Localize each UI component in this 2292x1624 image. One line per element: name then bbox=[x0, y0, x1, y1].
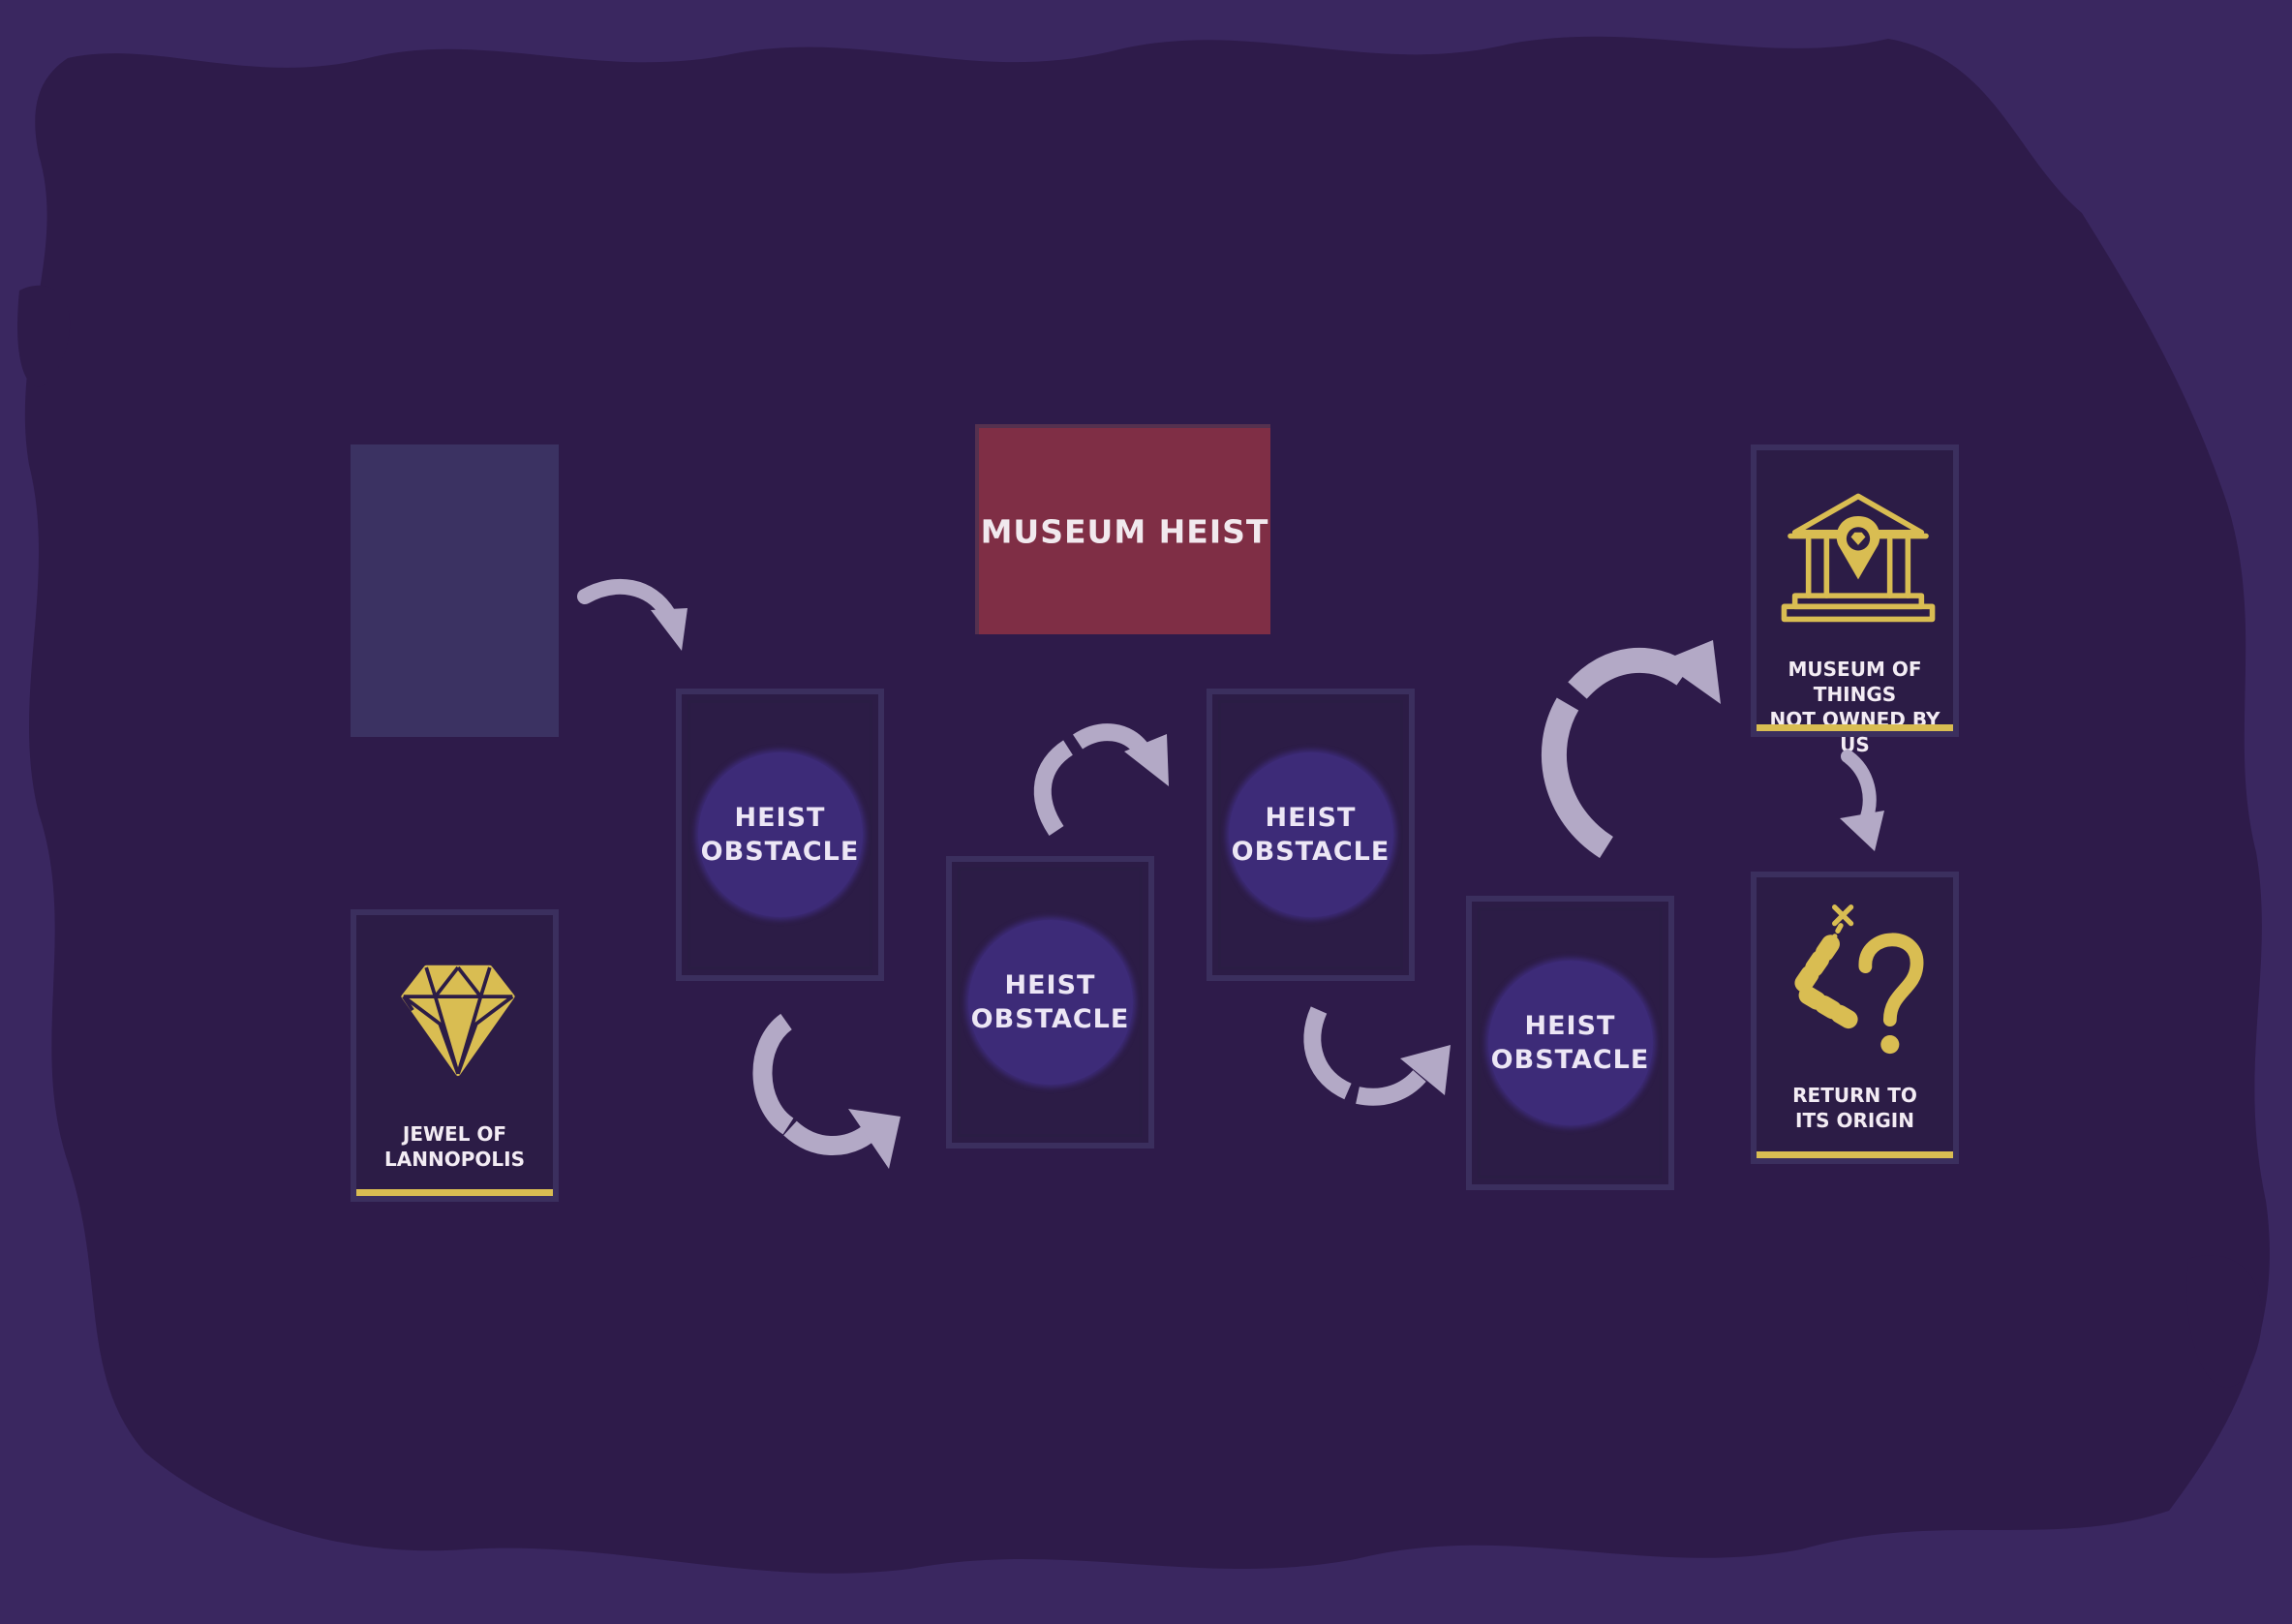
obstacle-card-label: HEIST OBSTACLE bbox=[1231, 803, 1390, 867]
curved-arrow-museum-to-return bbox=[1840, 750, 1884, 851]
ink-splatter bbox=[1487, 961, 1653, 1125]
museum-icon bbox=[1781, 493, 1936, 623]
curved-arrow-obstacle-1-to-obstacle-2 bbox=[752, 1013, 901, 1169]
card-inner-frame bbox=[688, 700, 872, 969]
museum-card[interactable]: MUSEUM OF THINGS NOT OWNED BY US bbox=[1751, 444, 1959, 756]
title-card-label: MUSEUM HEIST bbox=[980, 512, 1269, 550]
obstacle-card-label: HEIST OBSTACLE bbox=[970, 970, 1130, 1034]
return-to-origin-card[interactable]: RETURN TO ITS ORIGIN bbox=[1751, 872, 1959, 1164]
ink-splatter bbox=[1228, 752, 1393, 917]
jewel-card-underline bbox=[356, 1189, 553, 1196]
ink-splatter bbox=[697, 752, 863, 917]
obstacle-card-label: HEIST OBSTACLE bbox=[700, 803, 860, 867]
museum-card-underline bbox=[1757, 724, 1953, 731]
gem-icon bbox=[401, 965, 515, 1077]
treasure-map-icon bbox=[1790, 904, 1924, 1055]
heist-obstacle-card-3[interactable]: HEIST OBSTACLE bbox=[1207, 689, 1415, 981]
jewel-card[interactable]: JEWEL OF LANNOPOLIS bbox=[351, 909, 559, 1202]
heist-obstacle-card-1[interactable]: HEIST OBSTACLE bbox=[676, 689, 884, 981]
curved-arrow-slot-to-obstacle-1 bbox=[577, 578, 688, 651]
heist-obstacle-card-2[interactable]: HEIST OBSTACLE bbox=[946, 856, 1154, 1149]
card-inner-frame bbox=[1218, 700, 1403, 969]
curved-arrow-obstacle-4-to-museum bbox=[1541, 640, 1721, 858]
obstacle-card-label: HEIST OBSTACLE bbox=[1490, 1011, 1650, 1075]
card-inner-frame bbox=[958, 868, 1143, 1137]
return-card-label: RETURN TO ITS ORIGIN bbox=[1792, 1084, 1917, 1132]
heist-obstacle-card-4[interactable]: HEIST OBSTACLE bbox=[1466, 896, 1674, 1190]
museum-card-label: MUSEUM OF THINGS NOT OWNED BY US bbox=[1769, 658, 1941, 756]
empty-card-slot[interactable] bbox=[351, 444, 559, 737]
jewel-card-label: JEWEL OF LANNOPOLIS bbox=[384, 1122, 525, 1171]
card-inner-frame bbox=[1478, 907, 1663, 1179]
curved-arrow-obstacle-2-to-obstacle-3 bbox=[1033, 723, 1169, 836]
return-card-underline bbox=[1757, 1151, 1953, 1158]
ink-splatter bbox=[967, 920, 1133, 1085]
museum-heist-title-card[interactable]: MUSEUM HEIST bbox=[975, 424, 1270, 634]
curved-arrow-obstacle-3-to-obstacle-4 bbox=[1303, 1006, 1451, 1106]
